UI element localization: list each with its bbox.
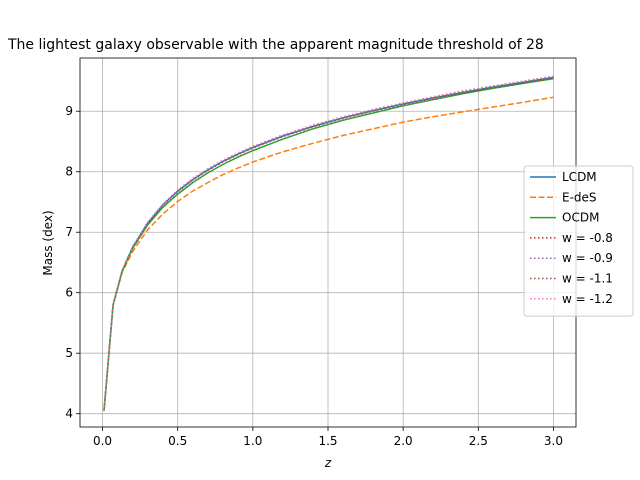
legend-label: w = -1.1 <box>562 272 613 286</box>
x-tick-label: 0.0 <box>93 434 112 448</box>
x-tick-label: 2.5 <box>469 434 488 448</box>
x-tick-label: 3.0 <box>544 434 563 448</box>
y-tick-label: 8 <box>65 165 73 179</box>
legend-label: w = -0.9 <box>562 251 613 265</box>
data-series <box>103 75 554 411</box>
x-tick-label: 2.0 <box>394 434 413 448</box>
chart-title: The lightest galaxy observable with the … <box>7 37 544 53</box>
y-tick-label: 4 <box>65 407 73 421</box>
legend: LCDM E-deS OCDM w = -0.8 w = -0.9 w = -1.1 w =… <box>523 165 634 317</box>
y-tick-label: 5 <box>65 346 73 360</box>
x-tick-label: 1.5 <box>318 434 337 448</box>
legend-label: w = -1.2 <box>562 292 613 306</box>
series-line-1 <box>103 96 554 411</box>
y-axis-label: Mass (dex) <box>41 210 55 275</box>
legend-label: OCDM <box>562 211 599 225</box>
x-axis-ticks: 0.0 0.5 1.0 1.5 2.0 2.5 3.0 <box>93 427 563 448</box>
x-tick-label: 1.0 <box>243 434 262 448</box>
legend-label: LCDM <box>562 170 597 184</box>
y-axis-ticks: 4 5 6 7 8 9 <box>65 104 80 421</box>
x-axis-label: z <box>324 456 332 470</box>
legend-label: w = -0.8 <box>562 231 613 245</box>
x-tick-label: 0.5 <box>168 434 187 448</box>
grid-lines <box>80 58 576 427</box>
y-tick-label: 6 <box>65 286 73 300</box>
y-tick-label: 9 <box>65 104 73 118</box>
y-tick-label: 7 <box>65 225 73 239</box>
series-line-4 <box>103 76 554 411</box>
legend-label: E-deS <box>562 190 597 204</box>
